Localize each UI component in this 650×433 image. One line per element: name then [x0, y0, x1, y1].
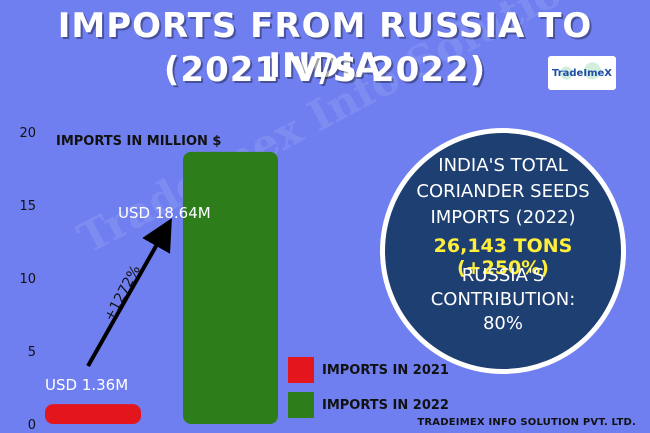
title-line-1: IMPORTS FROM RUSSIA TO INDIA	[57, 6, 593, 86]
world-map-icon	[556, 62, 608, 84]
value-label-2021: USD 1.36M	[45, 376, 128, 394]
tradeimex-logo: TradeImeX	[548, 56, 616, 90]
y-tick-label: 20	[19, 126, 36, 141]
legend-swatch-2021	[288, 357, 314, 383]
y-tick-label: 15	[19, 199, 36, 214]
title-line-2: (2021 V/S 2022)	[163, 50, 487, 90]
legend-label-2022: IMPORTS IN 2022	[322, 397, 449, 413]
y-tick-label: 10	[19, 272, 36, 287]
logo-text: TradeImeX	[552, 67, 612, 79]
info-line-6: CONTRIBUTION:	[430, 289, 576, 310]
info-line-2: CORIANDER SEEDS	[416, 181, 590, 202]
value-label-2022: USD 18.64M	[118, 204, 211, 222]
footer-company: TRADEIMEX INFO SOLUTION PVT. LTD.	[417, 417, 636, 428]
legend-item-2022: IMPORTS IN 2022	[288, 392, 449, 418]
legend-swatch-2022	[288, 392, 314, 418]
legend-label-2021: IMPORTS IN 2021	[322, 362, 449, 378]
y-tick-label: 5	[28, 345, 36, 360]
info-line-1: INDIA'S TOTAL	[438, 155, 568, 176]
bar-2022	[183, 151, 278, 424]
info-line-3: IMPORTS (2022)	[430, 207, 576, 228]
info-line-7: 80%	[482, 313, 523, 334]
y-axis-label: IMPORTS IN MILLION $	[56, 134, 221, 149]
growth-annotation: +1272%	[101, 263, 144, 324]
legend-item-2021: IMPORTS IN 2021	[288, 357, 449, 383]
bar-2021	[45, 404, 141, 424]
info-line-5: RUSSIA'S	[461, 265, 545, 286]
y-tick-label: 0	[28, 418, 36, 433]
growth-arrow	[86, 218, 172, 367]
info-circle: INDIA'S TOTAL CORIANDER SEEDS IMPORTS (2…	[380, 128, 626, 374]
info-highlight: 26,143 TONS (+250%)	[433, 235, 573, 279]
